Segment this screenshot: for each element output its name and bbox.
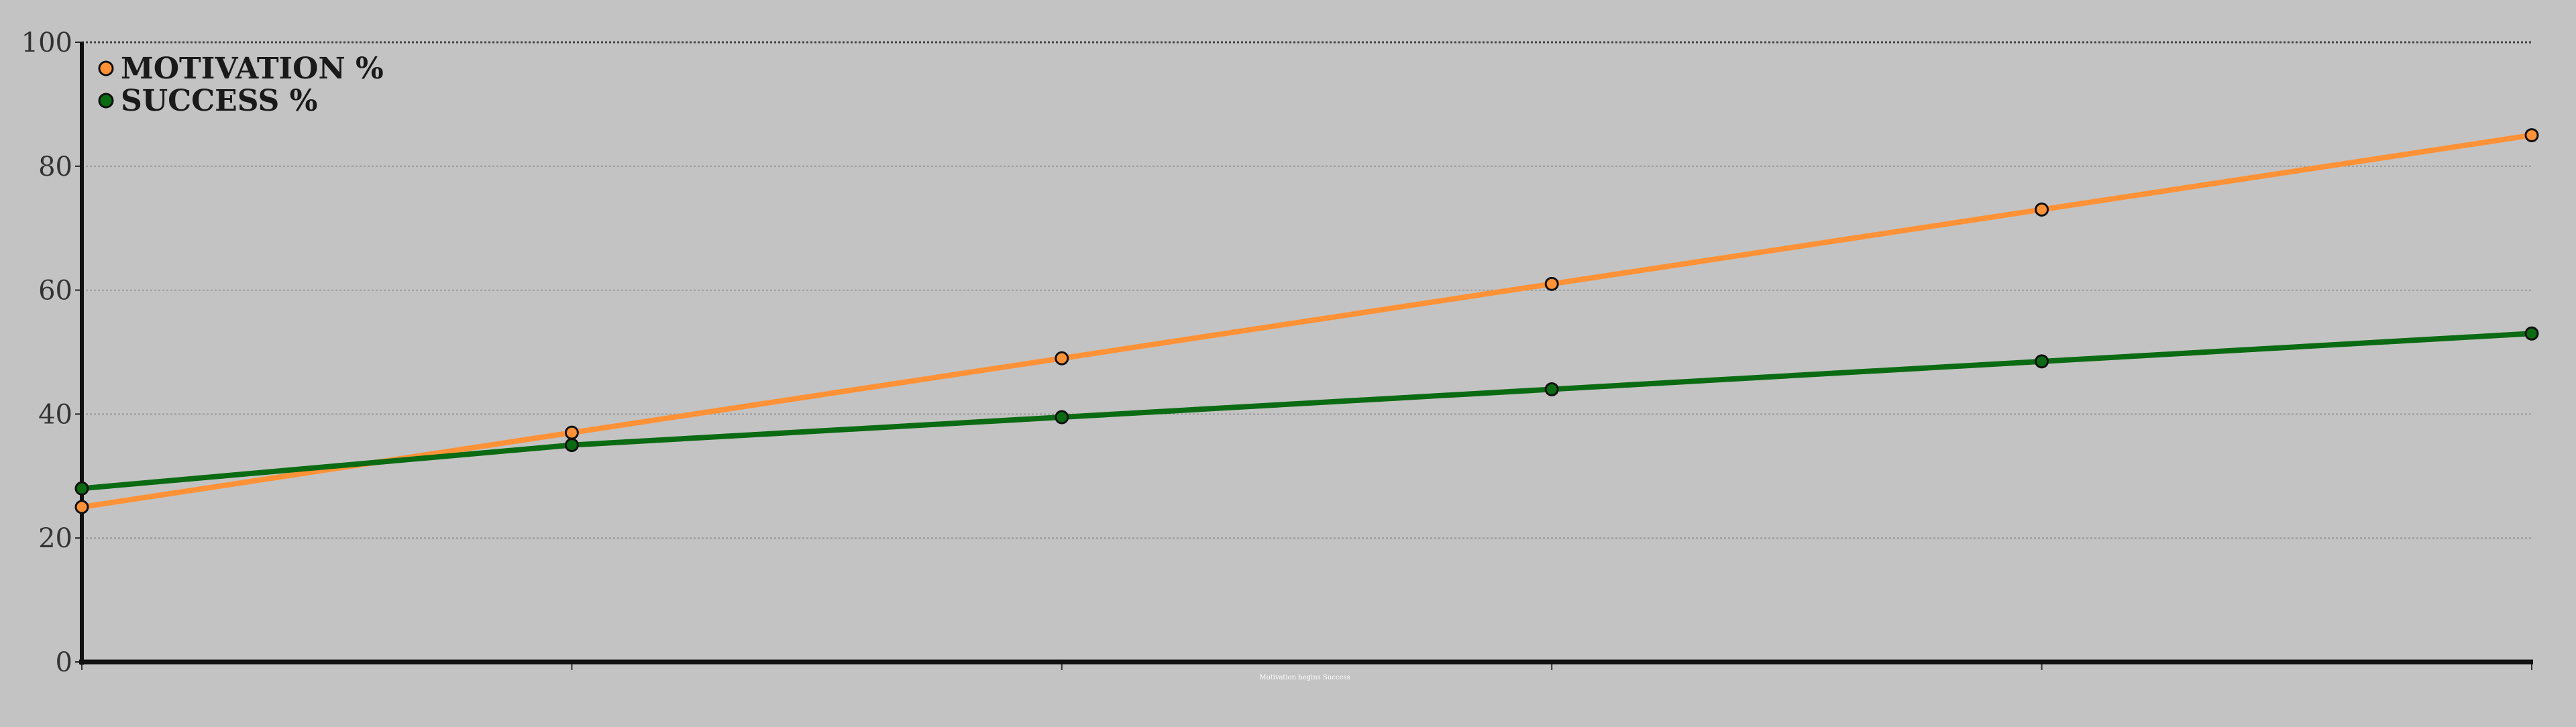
data-point-series-0 [2524,128,2539,143]
data-point-series-1 [564,438,579,453]
data-point-series-1 [2035,354,2049,369]
y-tick-label: 40 [38,399,72,430]
y-tick-label: 100 [21,27,72,58]
legend-label: MOTIVATION % [121,52,384,86]
data-point-series-1 [2524,326,2539,341]
y-tick-label: 0 [56,647,72,678]
y-tick-label: 80 [38,152,72,182]
data-point-series-0 [564,425,579,440]
y-tick-label: 20 [38,523,72,554]
legend-swatch [98,93,114,109]
y-tick-label: 60 [38,276,72,306]
series-line-0 [79,132,2534,510]
series-line-1 [79,331,2534,492]
legend-label: SUCCESS % [121,84,317,118]
data-point-series-0 [1055,351,1069,366]
gridlines [82,41,2532,539]
legend: MOTIVATION %SUCCESS % [98,52,384,118]
footer-label: Motivation begins Success [1259,674,1350,681]
data-point-series-0 [2035,202,2049,217]
data-point-series-1 [1055,410,1069,425]
data-point-series-0 [74,500,89,514]
axes: 0 20 40 60 80 100 [21,27,2533,678]
series-group [74,128,2539,514]
data-point-series-1 [74,481,89,496]
data-point-series-0 [1544,276,1559,291]
legend-swatch [98,60,114,76]
data-point-series-1 [1544,382,1559,396]
